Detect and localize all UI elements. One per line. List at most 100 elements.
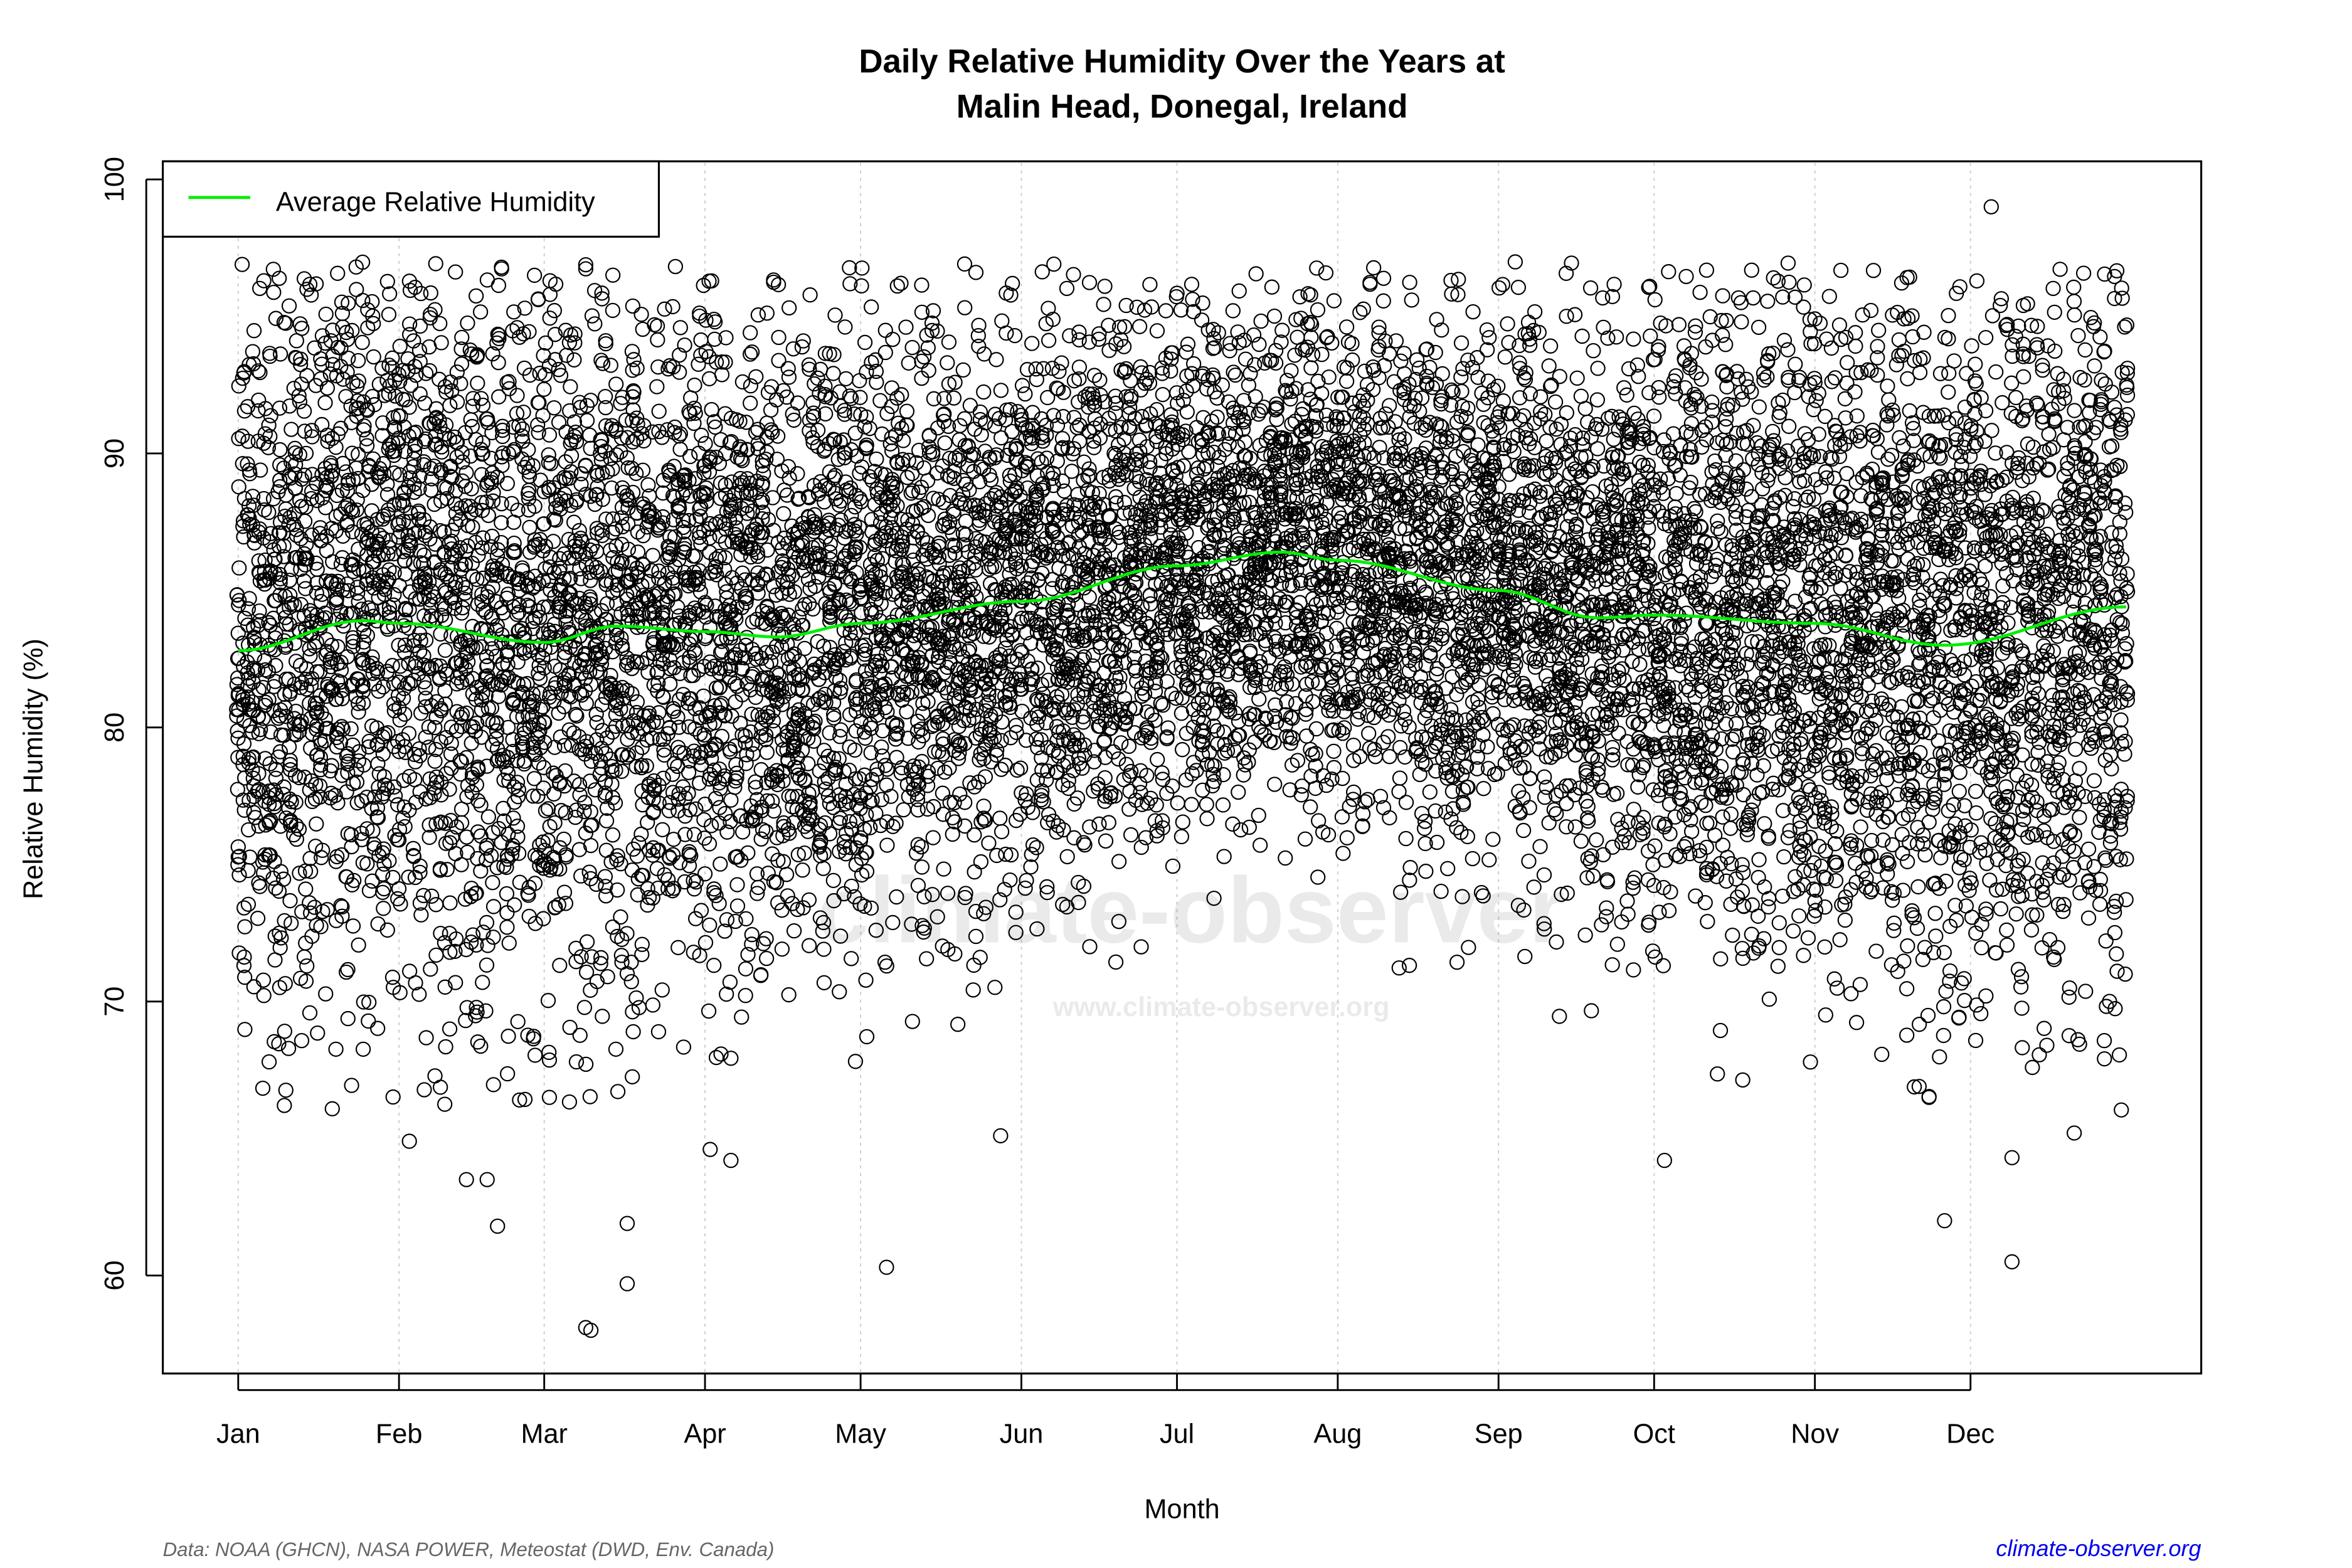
data-point <box>416 887 432 904</box>
data-point <box>1082 819 1098 835</box>
data-point <box>651 403 667 419</box>
data-point <box>237 610 253 626</box>
data-point <box>427 753 443 769</box>
data-point <box>459 789 475 805</box>
data-point <box>786 923 802 939</box>
data-point <box>250 618 266 633</box>
data-point <box>412 858 428 874</box>
data-point <box>485 1077 501 1093</box>
data-point <box>563 379 578 395</box>
data-point <box>272 270 287 286</box>
data-point <box>506 810 521 826</box>
data-point <box>291 717 307 733</box>
data-point <box>255 972 272 988</box>
data-point <box>280 1041 297 1056</box>
data-point <box>729 877 745 893</box>
data-point <box>245 750 260 766</box>
data-point <box>776 506 792 522</box>
data-point <box>318 477 334 493</box>
data-point <box>240 677 256 694</box>
data-point <box>314 850 329 866</box>
data-point <box>904 339 920 356</box>
data-point <box>267 642 283 658</box>
data-point <box>401 400 417 415</box>
data-point <box>576 1000 593 1015</box>
data-point <box>573 466 589 482</box>
data-point <box>935 785 951 801</box>
data-point <box>572 1027 588 1043</box>
data-point <box>411 503 426 519</box>
data-point <box>241 822 257 838</box>
data-point <box>298 499 314 515</box>
watermark: climate-observer www.climate-observer.or… <box>817 857 1565 1022</box>
data-point <box>262 534 278 549</box>
data-point <box>842 739 857 755</box>
data-point <box>614 931 630 947</box>
data-point <box>802 938 817 953</box>
data-point <box>391 832 407 848</box>
data-point <box>449 364 465 380</box>
data-point <box>370 916 386 932</box>
data-point <box>888 815 904 831</box>
data-point <box>738 988 753 1004</box>
data-point <box>359 401 374 417</box>
data-point <box>583 837 599 854</box>
data-point <box>421 363 438 379</box>
data-point <box>388 388 403 404</box>
data-point <box>941 334 957 350</box>
data-point <box>469 571 485 587</box>
data-point <box>332 674 349 690</box>
data-point <box>437 1096 453 1112</box>
data-point <box>438 1039 453 1055</box>
data-point <box>268 625 283 641</box>
data-point <box>345 676 361 692</box>
data-point <box>302 895 317 911</box>
data-point <box>334 899 350 915</box>
data-point <box>988 352 1004 368</box>
data-point <box>723 792 739 808</box>
data-point <box>287 768 304 783</box>
data-point <box>464 555 480 571</box>
data-point <box>370 1020 386 1036</box>
data-point <box>411 480 427 497</box>
data-point <box>361 994 377 1010</box>
data-point <box>914 277 930 293</box>
data-point <box>297 551 313 567</box>
data-point <box>1056 483 1073 499</box>
data-point <box>771 352 787 368</box>
data-point <box>970 327 986 344</box>
data-point <box>439 490 455 507</box>
data-point <box>598 336 614 352</box>
data-point <box>314 416 330 433</box>
data-point <box>380 725 396 741</box>
data-point <box>298 973 314 989</box>
data-point <box>619 926 635 941</box>
data-point <box>768 392 785 408</box>
data-point <box>421 817 437 833</box>
data-point <box>237 970 253 985</box>
data-point <box>893 275 909 291</box>
data-point <box>317 605 333 621</box>
data-point <box>374 428 390 443</box>
data-point <box>376 881 392 897</box>
data-point <box>291 821 307 837</box>
data-point <box>421 574 437 590</box>
data-point <box>283 421 299 437</box>
data-point <box>433 335 449 351</box>
data-point <box>272 571 289 586</box>
data-point <box>231 593 247 608</box>
data-point <box>310 1025 326 1041</box>
data-point <box>231 560 247 576</box>
data-point <box>771 329 787 346</box>
data-point <box>428 947 444 963</box>
data-point <box>416 556 432 571</box>
data-point <box>278 709 294 724</box>
data-point <box>247 810 263 825</box>
data-point <box>354 254 371 270</box>
data-point <box>384 444 400 460</box>
data-point <box>447 943 463 959</box>
data-point <box>479 957 495 973</box>
data-point <box>464 881 479 896</box>
data-point <box>292 866 307 881</box>
data-point <box>418 680 433 696</box>
